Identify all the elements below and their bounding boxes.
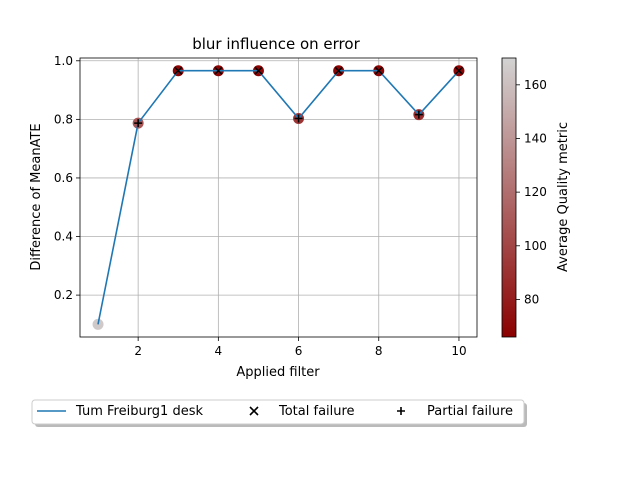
chart-title: blur influence on error (192, 35, 360, 53)
total-failure-marker (254, 66, 263, 75)
y-tick-label: 0.4 (54, 230, 73, 244)
grid-lines (80, 58, 477, 337)
colorbar-tick-label: 120 (524, 185, 547, 199)
legend-entry-total-failure: Total failure (278, 404, 355, 419)
series-line (97, 69, 460, 325)
y-axis-label: Difference of MeanATE (29, 123, 44, 270)
x-tick-label: 10 (451, 344, 466, 358)
colorbar-ticks: 80 100 120 140 160 (516, 78, 547, 306)
legend-total-failure-icon (249, 406, 259, 416)
legend-partial-failure-icon (397, 407, 405, 415)
partial-failure-marker (294, 114, 303, 123)
x-tick-label: 8 (375, 344, 383, 358)
partial-failure-marker (134, 119, 143, 128)
y-tick-label: 0.6 (54, 171, 73, 185)
legend-frame (31, 399, 525, 425)
plot-frame (79, 57, 478, 338)
partial-failure-marker (414, 110, 423, 119)
y-tick-label: 1.0 (54, 54, 73, 68)
colorbar-tick-label: 100 (524, 239, 547, 253)
y-tick-label: 0.8 (54, 112, 73, 126)
x-axis-label: Applied filter (236, 365, 320, 380)
colorbar (501, 57, 517, 338)
total-failure-marker (374, 66, 383, 75)
axis-ticks: 2 4 6 8 10 0.2 0.4 0.6 0.8 1.0 (54, 54, 467, 358)
x-tick-label: 2 (134, 344, 142, 358)
colorbar-label: Average Quality metric (556, 122, 571, 272)
legend-entry-partial-failure: Partial failure (427, 404, 513, 419)
legend-entry-line: Tum Freiburg1 desk (75, 404, 203, 419)
colorbar-tick-label: 160 (524, 78, 547, 92)
x-tick-label: 6 (295, 344, 303, 358)
total-failure-marker (174, 66, 183, 75)
y-tick-label: 0.2 (54, 288, 73, 302)
total-failure-marker (454, 66, 463, 75)
total-failure-marker (334, 66, 343, 75)
colorbar-tick-label: 140 (524, 131, 547, 145)
total-failure-marker (214, 66, 223, 75)
colorbar-tick-label: 80 (524, 292, 539, 306)
legend: Tum Freiburg1 desk Total failure Partial… (31, 399, 527, 427)
x-tick-label: 4 (215, 344, 223, 358)
plot-area (80, 58, 477, 337)
data-layer (92, 65, 465, 330)
